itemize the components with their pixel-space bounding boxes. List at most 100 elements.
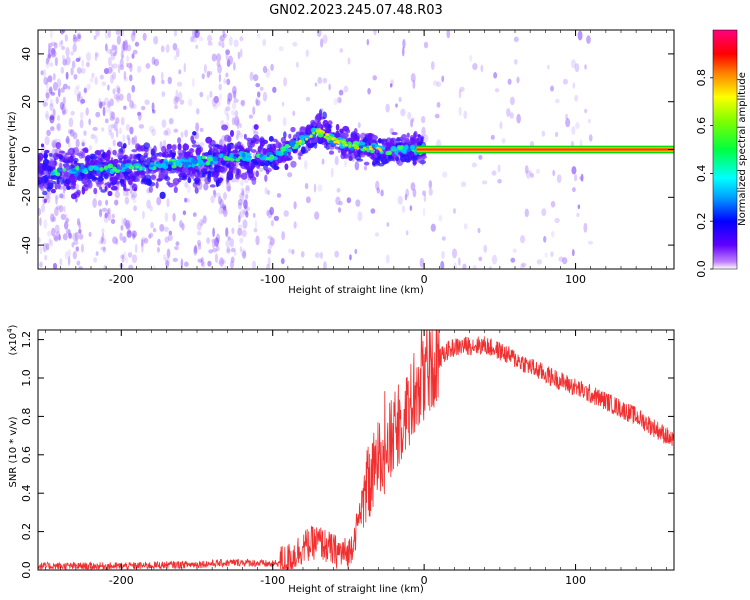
spectrogram-cell: [110, 218, 116, 225]
spectrogram-cell: [101, 207, 108, 213]
spectrogram-cell: [140, 105, 146, 111]
spectrogram-cell: [410, 73, 416, 83]
spectrogram-cell: [241, 229, 247, 238]
spectrogram-cell: [314, 211, 320, 220]
spectrogram-cell: [216, 192, 221, 198]
spectrogram-cell: [458, 106, 462, 116]
spectrogram-cell: [229, 129, 235, 137]
spectrogram-cell: [142, 210, 145, 220]
spectrogram-cell: [387, 150, 392, 156]
spectrogram-cell: [254, 220, 258, 229]
spectrogram-cell: [338, 207, 342, 213]
spectrogram-cell: [240, 48, 243, 58]
spectrogram-cell: [322, 77, 328, 84]
spectrogram-cell: [165, 259, 170, 269]
spectrogram-cell: [133, 135, 138, 146]
spectrogram-cell: [368, 145, 373, 149]
spectrogram-cell: [57, 182, 61, 190]
spectrogram-cell: [248, 171, 254, 179]
spectrogram-cell: [65, 228, 71, 235]
spectrogram-cell: [107, 207, 111, 214]
spectrogram-cell: [45, 92, 50, 99]
spectrogram-cell: [347, 57, 351, 65]
spectrogram-cell: [119, 178, 125, 184]
spectrogram-cell: [67, 229, 71, 238]
spectrogram-cell: [38, 165, 43, 173]
spectrogram-cell: [104, 212, 108, 219]
spectrogram-cell: [248, 114, 254, 119]
spectrogram-cell: [402, 46, 405, 57]
spectrogram-cell: [163, 130, 169, 136]
spectrogram-cell: [314, 82, 318, 87]
spectrogram-cell: [235, 158, 240, 162]
spectrogram-cell: [307, 143, 315, 149]
spectrogram-cell: [209, 90, 213, 98]
spectrogram-cell: [93, 257, 98, 263]
spectrogram-cell: [253, 130, 259, 136]
spectrogram-cell: [243, 133, 247, 140]
spectrogram-cell: [516, 76, 520, 84]
spectrogram-cell: [255, 235, 260, 246]
spectrogram-cell: [370, 208, 376, 214]
spectrogram-cell: [167, 182, 175, 188]
spectrogram-heatmap: [38, 30, 674, 269]
spectrogram-cell: [54, 206, 59, 217]
spectrogram-cell: [94, 51, 98, 61]
spectrogram-cell: [110, 48, 113, 57]
spectrogram-cell: [123, 40, 129, 51]
spectrogram-cell: [385, 254, 390, 264]
spectrogram-cell: [343, 141, 347, 145]
spectrogram-cell: [493, 72, 498, 79]
spectrogram-cell: [314, 114, 322, 123]
spectrogram-ytick-label: -40: [20, 236, 33, 254]
spectrogram-cell: [453, 207, 456, 214]
spectrogram-cell: [174, 96, 180, 103]
spectrogram-cell: [516, 113, 521, 124]
spectrogram-cell: [44, 136, 50, 146]
spectrogram-cell: [218, 206, 224, 215]
spectrogram-cell: [175, 89, 179, 100]
spectrogram-cell: [226, 182, 231, 192]
spectrogram-cell: [233, 98, 239, 103]
spectrogram-cell: [249, 71, 254, 81]
spectrogram-cell: [226, 170, 233, 179]
spectrogram-cell: [40, 70, 44, 76]
spectrogram-cell: [94, 76, 98, 86]
spectrogram-cell: [206, 94, 210, 101]
spectrogram-cell: [109, 74, 114, 84]
spectrogram-cell: [121, 116, 125, 126]
spectrogram-cell: [118, 93, 124, 101]
spectrogram-cell: [85, 61, 90, 68]
spectrogram-cell: [231, 227, 235, 235]
figure-title: GN02.2023.245.07.48.R03: [269, 3, 443, 18]
spectrogram-cell: [259, 140, 265, 147]
spectrogram-cell: [371, 135, 378, 141]
spectrogram-cell: [50, 126, 55, 132]
spectrogram-cell: [342, 132, 349, 139]
svg-text:(x104): (x104): [6, 324, 19, 355]
spectrogram-cell: [177, 143, 182, 151]
spectrogram-cell: [52, 73, 56, 81]
spectrogram-cell: [119, 58, 124, 67]
spectrogram-cell: [245, 211, 249, 218]
spectrogram-cell: [75, 138, 80, 148]
spectrogram-cell: [100, 236, 104, 244]
spectrogram-cell: [174, 245, 179, 251]
spectrogram-cell: [225, 49, 230, 56]
spectrogram-cell: [60, 87, 65, 93]
spectrogram-cell: [219, 153, 224, 158]
spectrogram-cell: [56, 205, 61, 211]
spectrogram-cell: [59, 193, 64, 199]
spectrogram-cell: [288, 248, 292, 254]
spectrogram-cell: [219, 257, 225, 267]
spectrogram-cell: [45, 113, 49, 119]
spectrogram-cell: [262, 65, 268, 74]
spectrogram-cell: [93, 166, 100, 171]
spectrogram-cell: [85, 52, 92, 62]
spectrogram-cell: [230, 247, 236, 253]
spectrogram-cell: [153, 145, 157, 154]
spectrogram-cell: [49, 103, 54, 111]
spectrogram-cell: [131, 176, 136, 181]
spectrogram-cell: [410, 182, 416, 191]
